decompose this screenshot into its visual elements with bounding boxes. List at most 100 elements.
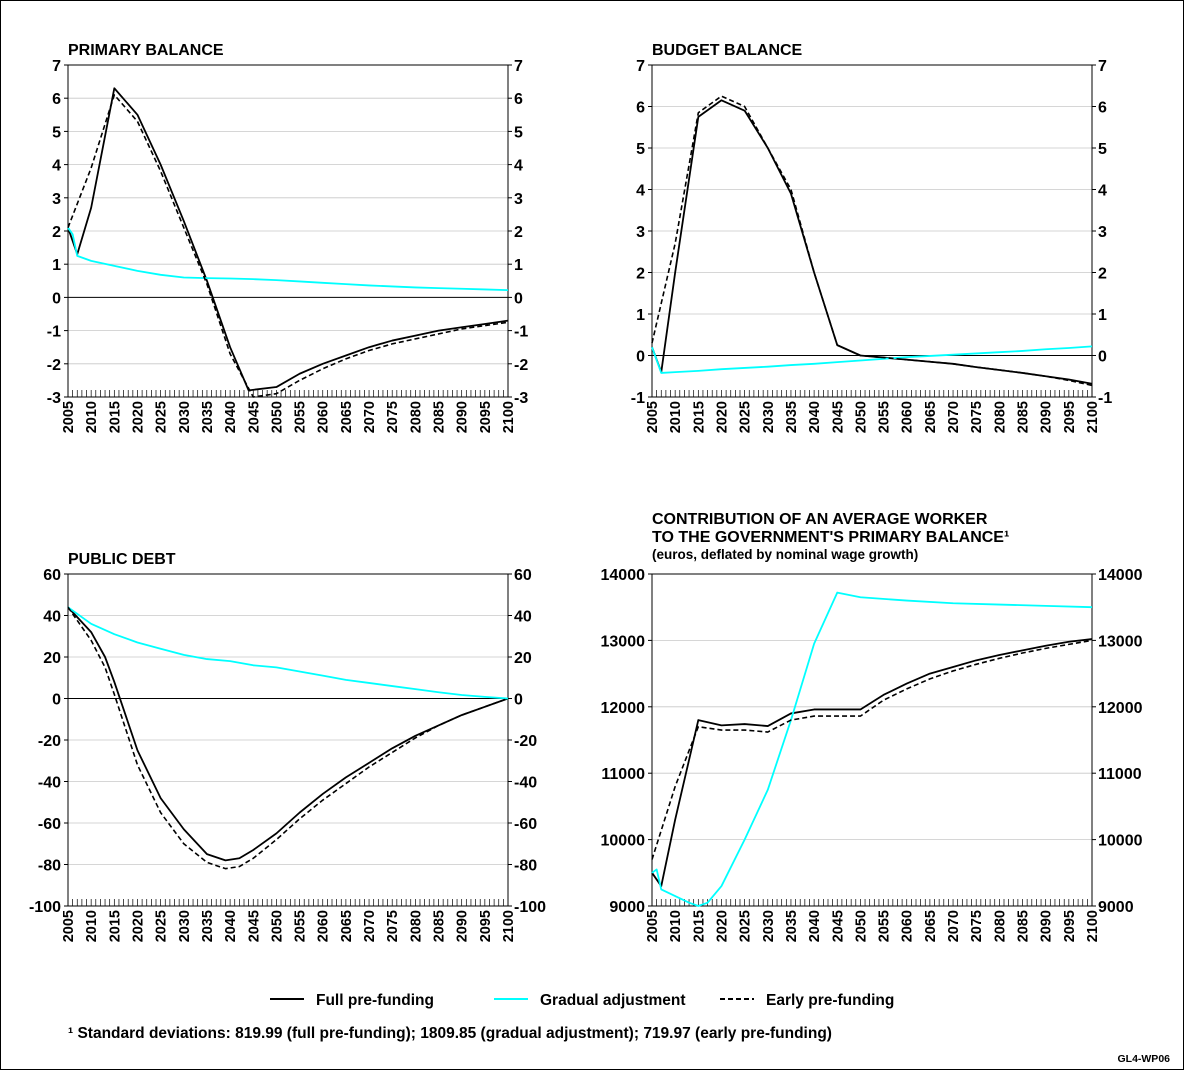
x-tick-label: 2045 [246, 910, 262, 942]
y-tick-label-right: 9000 [1098, 899, 1134, 916]
x-tick-label: 2005 [645, 401, 661, 433]
series-line-public-debt-1 [67, 606, 509, 700]
y-tick-label-left: 7 [636, 58, 645, 75]
plot-frame-worker-contribution [651, 573, 1093, 907]
x-tick-label: 2085 [1016, 910, 1032, 942]
y-tick-label-right: 5 [514, 124, 523, 141]
x-tick-label: 2025 [154, 910, 170, 942]
y-tick-label-right: -1 [514, 324, 528, 341]
panel-worker-contribution: 9000 9000 10000 10000 11000 11000 12000 12000 13… [601, 567, 1143, 942]
y-tick-label-left: -1 [47, 324, 61, 341]
x-tick-label: 2065 [923, 910, 939, 942]
x-tick-label: 2050 [853, 910, 869, 942]
legend-label-early-pre-funding: Early pre-funding [766, 992, 894, 1009]
x-tick-label: 2085 [432, 910, 448, 942]
x-tick-label: 2075 [969, 910, 985, 942]
x-tick-label: 2025 [154, 401, 170, 433]
y-tick-label-left: 1 [52, 257, 61, 274]
x-tick-label: 2025 [738, 401, 754, 433]
x-tick-label: 2060 [316, 910, 332, 942]
y-tick-label-left: 2 [52, 224, 61, 241]
y-tick-label-right: 0 [514, 290, 523, 307]
panel-title-contribution-line1: CONTRIBUTION OF AN AVERAGE WORKER [652, 511, 988, 528]
x-tick-label: 2015 [107, 401, 123, 433]
x-tick-label: 2030 [761, 401, 777, 433]
y-tick-label-right: 13000 [1098, 633, 1143, 650]
x-tick-label: 2010 [84, 401, 100, 433]
x-tick-label: 2090 [1039, 401, 1055, 433]
y-tick-label-right: 4 [514, 158, 523, 175]
y-tick-label-right: 10000 [1098, 833, 1143, 850]
x-tick-label: 2080 [408, 910, 424, 942]
x-tick-label: 2020 [130, 910, 146, 942]
y-tick-label-right: 2 [1098, 266, 1107, 283]
x-tick-label: 2040 [807, 910, 823, 942]
x-tick-label: 2035 [200, 910, 216, 942]
y-tick-label-right: -40 [514, 775, 537, 792]
x-tick-label: 2070 [362, 401, 378, 433]
x-tick-label: 2045 [246, 401, 262, 433]
y-tick-label-left: 1 [636, 307, 645, 324]
x-tick-label: 2075 [969, 401, 985, 433]
series-line-worker-contribution-2 [651, 639, 1093, 860]
x-tick-label: 2085 [1016, 401, 1032, 433]
legend-label-gradual-adjustment: Gradual adjustment [540, 992, 686, 1009]
x-minor-ticks-primary-balance [67, 390, 509, 397]
x-tick-label: 2055 [877, 401, 893, 433]
y-tick-label-right: 11000 [1098, 766, 1142, 783]
x-tick-label: 2070 [946, 910, 962, 942]
x-tick-label: 2020 [714, 401, 730, 433]
y-tick-label-left: 5 [52, 124, 61, 141]
x-tick-label: 2010 [84, 910, 100, 942]
x-tick-label: 2100 [1085, 401, 1101, 433]
y-tick-label-right: 3 [1098, 224, 1107, 241]
x-tick-label: 2060 [316, 401, 332, 433]
y-tick-label-left: 2 [636, 266, 645, 283]
y-tick-label-right: 1 [1098, 307, 1107, 324]
panel-budget-balance: -1 -1 0 0 1 1 2 2 3 3 4 4 5 5 6 6 7 7 2005 2010 2015 2020 2025… [631, 58, 1113, 433]
panel-title-public-debt: PUBLIC DEBT [68, 551, 176, 568]
y-tick-label-right: -20 [514, 733, 537, 750]
y-tick-label-left: -40 [38, 775, 61, 792]
y-tick-label-right: -60 [514, 816, 537, 833]
x-minor-ticks-worker-contribution [651, 899, 1093, 906]
x-tick-label: 2005 [61, 401, 77, 433]
y-tick-label-left: -60 [38, 816, 61, 833]
y-tick-label-right: -1 [1098, 390, 1112, 407]
x-tick-label: 2100 [1085, 910, 1101, 942]
y-tick-label-right: 4 [1098, 183, 1107, 200]
footnote: ¹ Standard deviations: 819.99 (full pre-… [68, 1025, 832, 1042]
y-tick-label-right: 14000 [1098, 567, 1143, 584]
y-tick-label-right: 5 [1098, 141, 1107, 158]
y-tick-label-right: 6 [1098, 100, 1107, 117]
panel-title-contribution-line2: TO THE GOVERNMENT'S PRIMARY BALANCE¹ [652, 529, 1009, 546]
x-tick-label: 2080 [992, 401, 1008, 433]
panel-subtitle-contribution: (euros, deflated by nominal wage growth) [652, 547, 918, 562]
x-tick-label: 2055 [877, 910, 893, 942]
x-tick-label: 2015 [691, 401, 707, 433]
x-tick-label: 2085 [432, 401, 448, 433]
x-tick-label: 2040 [223, 910, 239, 942]
y-tick-label-left: 6 [636, 100, 645, 117]
x-tick-label: 2040 [223, 401, 239, 433]
x-tick-label: 2055 [293, 401, 309, 433]
y-tick-label-right: 2 [514, 224, 523, 241]
x-tick-label: 2095 [478, 401, 494, 433]
x-tick-label: 2065 [923, 401, 939, 433]
x-tick-label: 2050 [853, 401, 869, 433]
x-tick-label: 2095 [1062, 401, 1078, 433]
y-tick-label-left: -80 [38, 858, 61, 875]
y-tick-label-left: 4 [636, 183, 645, 200]
y-tick-label-right: 60 [514, 567, 532, 584]
series-line-public-debt-2 [67, 606, 509, 870]
y-tick-label-left: 10000 [601, 833, 646, 850]
y-tick-label-left: 20 [43, 650, 61, 667]
x-tick-label: 2055 [293, 910, 309, 942]
x-tick-label: 2100 [501, 401, 517, 433]
x-tick-label: 2035 [200, 401, 216, 433]
y-tick-label-left: 9000 [609, 899, 645, 916]
x-tick-label: 2045 [830, 910, 846, 942]
x-tick-label: 2010 [668, 910, 684, 942]
